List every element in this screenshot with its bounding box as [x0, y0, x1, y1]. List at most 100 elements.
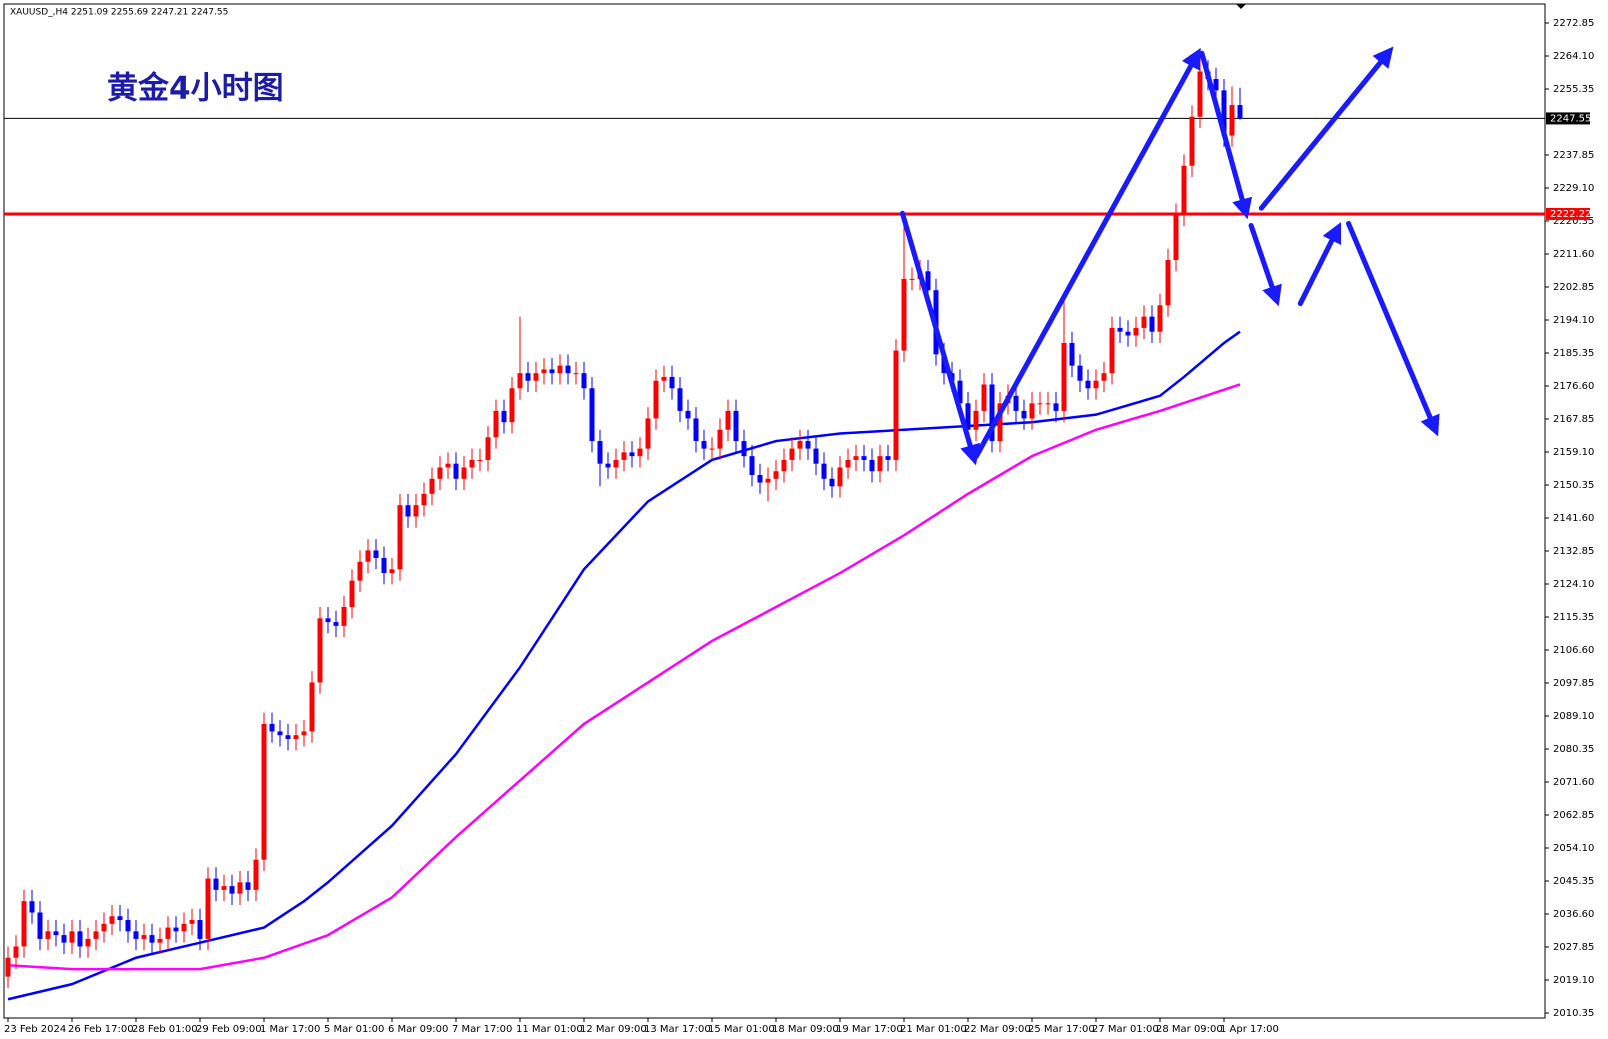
candle-body — [373, 550, 379, 558]
candle-body — [325, 618, 331, 623]
candle-body — [189, 920, 195, 924]
y-tick-label: 2185.35 — [1553, 348, 1594, 359]
x-tick-label: 29 Feb 09:00 — [196, 1024, 262, 1035]
candle-body — [1237, 105, 1243, 119]
candle-body — [757, 475, 763, 483]
y-tick-label: 2071.60 — [1553, 777, 1594, 788]
arrow — [1248, 223, 1282, 307]
candle-body — [461, 467, 467, 479]
y-tick-label: 2124.10 — [1553, 579, 1594, 590]
candle-body — [597, 441, 603, 464]
price-label-box — [1546, 207, 1590, 220]
candle-body — [1061, 343, 1067, 411]
candle-body — [429, 478, 435, 494]
candle-body — [229, 886, 235, 894]
candle-body — [77, 931, 83, 947]
candle-body — [365, 550, 371, 562]
x-tick-label: 12 Mar 09:00 — [580, 1024, 647, 1035]
arrow — [1258, 46, 1394, 211]
candle-body — [589, 388, 595, 442]
candle-body — [1149, 316, 1155, 332]
candle-body — [341, 607, 347, 626]
candle-body — [397, 505, 403, 570]
moving-average — [7, 383, 1241, 971]
annotation-arrows — [899, 46, 1440, 466]
candle-body — [269, 723, 275, 732]
candle-body — [765, 478, 771, 483]
candle-body — [957, 380, 963, 404]
candle-body — [109, 916, 115, 924]
y-tick-label: 2159.10 — [1553, 447, 1594, 458]
y-tick-label: 2141.60 — [1553, 513, 1594, 524]
candle-body — [797, 441, 803, 449]
candle-body — [533, 373, 539, 381]
y-tick-label: 2220.35 — [1553, 216, 1594, 227]
candle-body — [549, 369, 555, 374]
candle-body — [845, 459, 851, 468]
candle-body — [877, 456, 883, 472]
candle-body — [157, 938, 163, 943]
candle-body — [29, 901, 35, 913]
candle-body — [477, 459, 483, 461]
candle-body — [1197, 71, 1203, 117]
candle-body — [997, 403, 1003, 442]
candle-body — [53, 931, 59, 936]
candle-body — [173, 927, 179, 932]
candle-body — [125, 920, 131, 932]
candle-body — [821, 463, 827, 479]
candle-body — [493, 410, 499, 438]
candle-body — [525, 373, 531, 381]
candle-body — [237, 882, 243, 894]
candle-body — [1085, 380, 1091, 389]
y-tick-label: 2062.85 — [1553, 810, 1594, 821]
candle-body — [389, 569, 395, 574]
candle-body — [45, 931, 51, 939]
candle-body — [901, 278, 907, 351]
candle-body — [301, 731, 307, 736]
candle-body — [85, 938, 91, 947]
candle-body — [557, 365, 563, 374]
x-tick-label: 11 Mar 01:00 — [516, 1024, 583, 1035]
candle-body — [141, 935, 147, 939]
candle-body — [517, 373, 523, 389]
candle-body — [541, 369, 547, 374]
candle-body — [1133, 327, 1139, 336]
y-tick-label: 2132.85 — [1553, 546, 1594, 557]
candle-body — [61, 935, 67, 943]
x-tick-label: 1 Apr 17:00 — [1220, 1024, 1279, 1035]
y-tick-label: 2202.85 — [1553, 282, 1594, 293]
candle-body — [221, 886, 227, 890]
candle-body — [101, 923, 107, 932]
y-tick-label: 2054.10 — [1553, 843, 1594, 854]
candle-body — [1165, 260, 1171, 306]
chart-title: 黄金4小时图 — [107, 71, 284, 107]
candle-body — [1125, 331, 1131, 336]
candle-body — [1077, 365, 1083, 381]
candle-body — [1101, 373, 1107, 381]
candle-body — [693, 418, 699, 442]
y-tick-label: 2229.10 — [1553, 183, 1594, 194]
candle-body — [69, 931, 75, 943]
x-tick-label: 21 Mar 01:00 — [900, 1024, 967, 1035]
y-tick-label: 2211.60 — [1553, 249, 1594, 260]
candle-body — [861, 456, 867, 460]
x-tick-label: 18 Mar 09:00 — [772, 1024, 839, 1035]
candle-body — [333, 622, 339, 626]
candle-body — [613, 459, 619, 468]
y-tick-label: 2150.35 — [1553, 480, 1594, 491]
candle-body — [629, 452, 635, 457]
candle-body — [725, 410, 731, 430]
candle-body — [573, 373, 579, 375]
candle-body — [445, 463, 451, 468]
candle-body — [205, 878, 211, 939]
shift-marker — [1236, 4, 1246, 9]
candle-body — [509, 388, 515, 423]
candle-body — [565, 365, 571, 374]
arrow — [973, 47, 1201, 459]
x-tick-label: 13 Mar 17:00 — [644, 1024, 711, 1035]
candle-body — [1053, 403, 1059, 411]
candle-body — [1013, 395, 1019, 411]
candle-body — [405, 505, 411, 517]
candle-body — [789, 448, 795, 460]
